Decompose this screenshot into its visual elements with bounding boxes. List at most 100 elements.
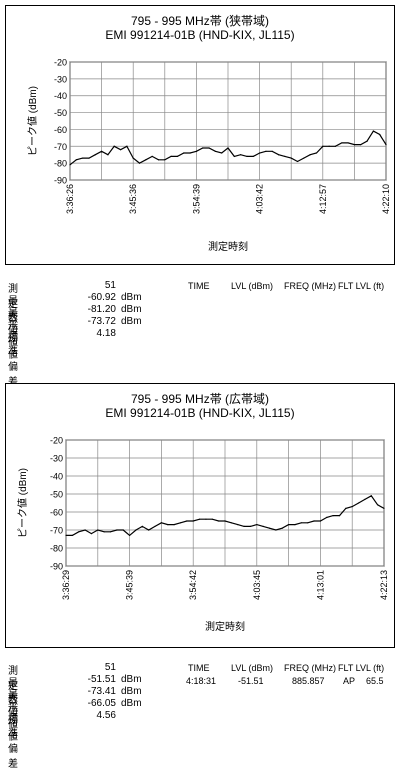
data-point xyxy=(332,515,334,517)
data-point xyxy=(132,157,134,159)
header-lvl: LVL (dBm) xyxy=(231,281,274,291)
data-point xyxy=(192,520,194,522)
chart-title: 795 - 995 MHz帯 (広帯域) xyxy=(130,392,270,406)
x-tick-label: 4:22:13 xyxy=(379,570,389,600)
header-time: TIME xyxy=(188,281,210,291)
data-point xyxy=(322,145,324,147)
stats-value: 4.56 xyxy=(96,710,116,721)
stats-value: -73.41 xyxy=(87,686,116,697)
data-point xyxy=(173,524,175,526)
data-point xyxy=(65,534,67,536)
data-point xyxy=(372,130,374,132)
data-point xyxy=(268,527,271,529)
data-point xyxy=(97,529,99,531)
stats-value: -60.92 xyxy=(87,292,116,303)
stats-value: 51 xyxy=(104,662,116,673)
x-tick-label: 3:45:39 xyxy=(125,570,135,600)
y-tick-label: -30 xyxy=(50,454,63,464)
data-point xyxy=(167,524,169,526)
data-point xyxy=(195,150,197,152)
chart-subtitle: EMI 991214-01B (HND-KIX, JL115) xyxy=(105,28,295,42)
data-point xyxy=(90,533,93,535)
data-point xyxy=(122,529,124,531)
data-point xyxy=(103,531,105,533)
data-point xyxy=(233,155,235,157)
header-freq: FREQ (MHz) xyxy=(284,663,336,673)
header-freq: FREQ (MHz) xyxy=(284,281,336,291)
data-point xyxy=(183,152,185,154)
data-point xyxy=(176,155,179,157)
data-point xyxy=(319,520,321,522)
data-point xyxy=(341,142,343,144)
data-point xyxy=(170,155,172,157)
data-point xyxy=(224,520,226,522)
data-point xyxy=(309,154,311,156)
stats-label: 測定数 xyxy=(8,666,18,707)
x-tick-label: 3:36:29 xyxy=(61,570,71,600)
stats-unit: dBm xyxy=(121,686,142,697)
data-point xyxy=(326,516,328,518)
y-tick-label: -50 xyxy=(54,108,67,118)
data-point xyxy=(129,534,131,536)
data-point xyxy=(154,525,156,527)
stats-label: 最小値 xyxy=(8,690,18,731)
data-point xyxy=(256,524,258,526)
data-point xyxy=(71,534,73,536)
data-point xyxy=(284,155,286,157)
data-point xyxy=(94,154,96,156)
y-tick-label: -20 xyxy=(50,436,63,446)
data-point xyxy=(109,531,112,533)
data-point xyxy=(277,154,280,156)
x-tick-label: 3:45:36 xyxy=(128,184,138,214)
data-point xyxy=(281,527,283,529)
data-point xyxy=(101,150,103,152)
max-flt-value: 65.5 xyxy=(366,676,384,686)
y-tick-label: -80 xyxy=(50,544,63,554)
data-point xyxy=(135,529,137,531)
stats-label: 平均値 xyxy=(8,320,18,361)
stats-value: -51.51 xyxy=(87,674,116,685)
data-point xyxy=(357,502,360,504)
y-tick-label: -40 xyxy=(50,472,63,482)
data-point xyxy=(119,149,122,151)
data-point xyxy=(145,159,147,161)
x-tick-label: 3:54:42 xyxy=(188,570,198,600)
data-point xyxy=(148,529,150,531)
stats-value: -81.20 xyxy=(87,304,116,315)
data-point xyxy=(164,159,166,161)
data-point xyxy=(179,522,182,524)
data-point xyxy=(240,154,242,156)
data-point xyxy=(328,145,330,147)
stats-unit: dBm xyxy=(121,304,142,315)
data-point xyxy=(198,518,201,520)
stats-label: 最大値 xyxy=(8,296,18,337)
y-axis-label: ピーク値 (dBm) xyxy=(26,86,39,156)
max-lvl: -51.51 xyxy=(238,676,264,686)
data-point xyxy=(214,150,216,152)
x-tick-label: 4:12:57 xyxy=(318,184,328,214)
data-point xyxy=(189,152,191,154)
x-tick-label: 3:36:26 xyxy=(65,184,75,214)
header-time: TIME xyxy=(188,663,210,673)
data-point xyxy=(126,145,128,147)
stats-unit: dBm xyxy=(121,292,142,303)
data-point xyxy=(360,144,362,146)
data-point xyxy=(271,150,273,152)
stats-unit: dBm xyxy=(121,698,142,709)
header-lvl: LVL (dBm) xyxy=(231,663,274,673)
x-tick-label: 4:03:45 xyxy=(252,570,262,600)
data-point xyxy=(78,531,80,533)
data-point xyxy=(370,495,372,497)
x-tick-label: 3:54:39 xyxy=(191,184,201,214)
data-point xyxy=(313,520,315,522)
y-tick-label: -30 xyxy=(54,74,67,84)
header-flt: FLT LVL (ft) xyxy=(338,281,385,291)
data-point xyxy=(364,498,366,500)
data-point xyxy=(202,147,204,149)
max-flt: AP xyxy=(343,676,356,686)
data-point xyxy=(84,529,86,531)
data-point xyxy=(275,529,277,531)
y-tick-label: -80 xyxy=(54,159,67,169)
data-point xyxy=(294,524,296,526)
stats-value: 4.18 xyxy=(96,328,116,339)
